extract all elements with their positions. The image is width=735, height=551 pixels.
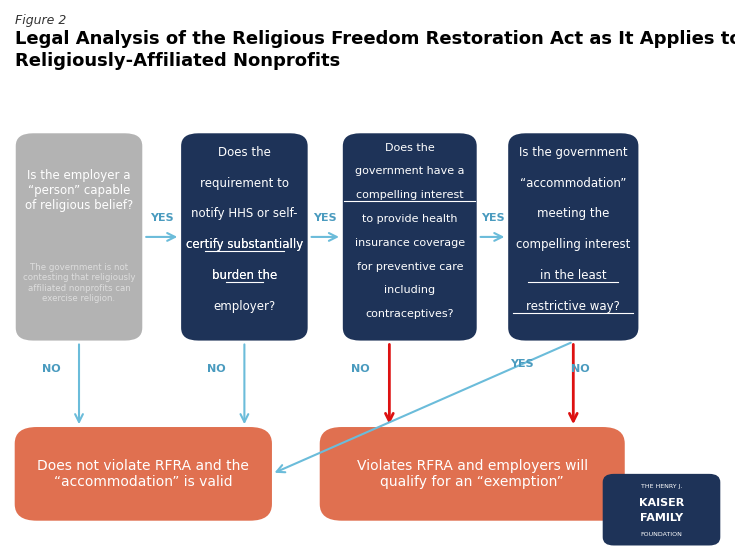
Text: Does the: Does the <box>385 143 434 153</box>
Text: restrictive way?: restrictive way? <box>526 300 620 313</box>
Text: in the least: in the least <box>540 269 606 282</box>
Text: Legal Analysis of the Religious Freedom Restoration Act as It Applies to
Religio: Legal Analysis of the Religious Freedom … <box>15 30 735 70</box>
Text: YES: YES <box>150 213 173 223</box>
FancyBboxPatch shape <box>15 427 272 521</box>
Text: Does not violate RFRA and the
“accommodation” is valid: Does not violate RFRA and the “accommoda… <box>37 459 249 489</box>
Text: Is the government: Is the government <box>519 146 628 159</box>
Text: including: including <box>384 285 435 295</box>
Text: employer?: employer? <box>213 300 276 313</box>
Text: certify substantially: certify substantially <box>186 238 303 251</box>
Text: meeting the: meeting the <box>537 207 609 220</box>
Text: burden the: burden the <box>212 269 277 282</box>
Text: NO: NO <box>571 364 590 374</box>
Text: compelling interest: compelling interest <box>516 238 631 251</box>
FancyBboxPatch shape <box>342 132 478 342</box>
Text: The government is not
contesting that religiously
affiliated nonprofits can
exer: The government is not contesting that re… <box>23 263 135 303</box>
Text: insurance coverage: insurance coverage <box>355 238 465 248</box>
Text: YES: YES <box>313 213 337 223</box>
Text: notify HHS or self-: notify HHS or self- <box>191 207 298 220</box>
Text: for preventive care: for preventive care <box>356 262 463 272</box>
FancyBboxPatch shape <box>320 427 625 521</box>
Text: YES: YES <box>481 213 504 223</box>
Text: Violates RFRA and employers will
qualify for an “exemption”: Violates RFRA and employers will qualify… <box>356 459 588 489</box>
Text: compelling interest: compelling interest <box>356 190 464 201</box>
Text: NO: NO <box>207 364 226 374</box>
Text: Figure 2: Figure 2 <box>15 14 66 27</box>
Text: certify substantially: certify substantially <box>186 238 303 251</box>
FancyBboxPatch shape <box>507 132 639 342</box>
Text: Does the: Does the <box>218 146 270 159</box>
Text: FAMILY: FAMILY <box>640 514 683 523</box>
Text: YES: YES <box>510 359 534 369</box>
Text: government have a: government have a <box>355 166 465 176</box>
Text: NO: NO <box>351 364 369 374</box>
Text: burden the: burden the <box>212 269 277 282</box>
FancyBboxPatch shape <box>15 132 143 342</box>
Text: to provide health: to provide health <box>362 214 457 224</box>
Text: NO: NO <box>42 364 60 374</box>
FancyBboxPatch shape <box>180 132 309 342</box>
FancyBboxPatch shape <box>603 474 720 545</box>
Text: THE HENRY J.: THE HENRY J. <box>641 484 682 489</box>
Text: contraceptives?: contraceptives? <box>365 309 454 319</box>
Text: KAISER: KAISER <box>639 498 684 507</box>
Text: FOUNDATION: FOUNDATION <box>641 532 682 537</box>
Text: Is the employer a
“person” capable
of religious belief?: Is the employer a “person” capable of re… <box>25 169 133 212</box>
Text: “accommodation”: “accommodation” <box>520 176 626 190</box>
Text: requirement to: requirement to <box>200 176 289 190</box>
